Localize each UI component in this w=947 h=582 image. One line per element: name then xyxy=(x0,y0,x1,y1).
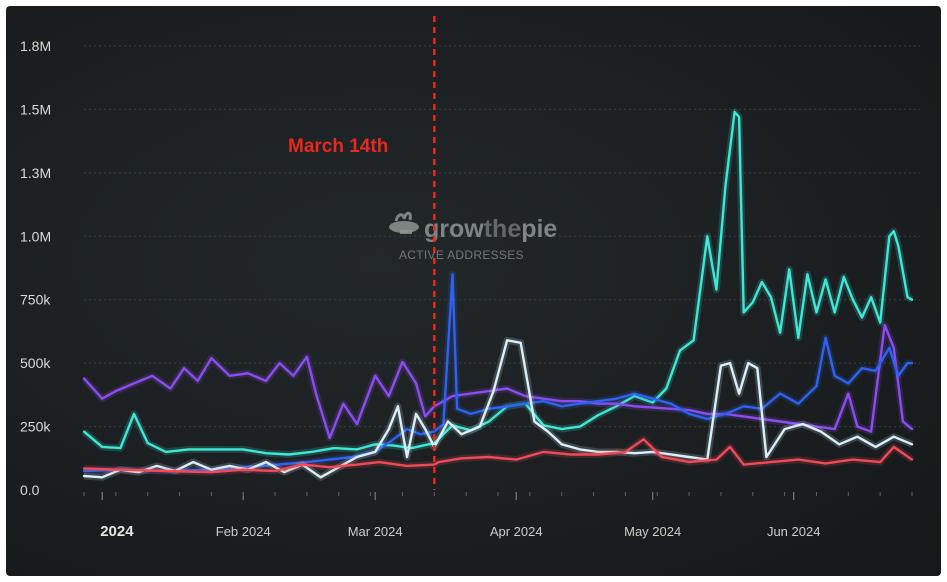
series-line-red xyxy=(82,438,914,474)
x-tick-label: May 2024 xyxy=(624,524,681,539)
y-tick-label: 250k xyxy=(20,419,51,435)
y-tick-label: 1.0M xyxy=(20,228,51,244)
y-tick-label: 1.5M xyxy=(20,101,51,117)
x-tick-label: Apr 2024 xyxy=(490,524,543,539)
x-axis: 2024 Feb 2024 Mar 2024 Apr 2024 May 2024 Jun … xyxy=(83,492,913,540)
y-tick-label: 1.8M xyxy=(20,38,51,54)
series-line-teal xyxy=(82,110,914,456)
x-tick-label: Mar 2024 xyxy=(348,524,403,539)
x-tick-label: Jun 2024 xyxy=(767,524,821,539)
pie-logo-icon xyxy=(389,211,419,234)
chart-frame: 0.0 250k 500k 750k 1.0M 1.3M 1.5M 1.8M 2024 Feb … xyxy=(6,6,941,576)
march-14-label: March 14th xyxy=(288,136,388,157)
line-chart: 0.0 250k 500k 750k 1.0M 1.3M 1.5M 1.8M 2024 Feb … xyxy=(20,16,920,540)
x-tick-label: 2024 xyxy=(100,523,134,540)
watermark-brand: growthepie xyxy=(424,215,557,243)
y-tick-label: 0.0 xyxy=(20,482,40,498)
series-line-blue xyxy=(82,273,914,473)
watermark: growthepie ACTIVE ADDRESSES xyxy=(389,211,557,262)
annotation: March 14th xyxy=(288,16,436,490)
y-tick-label: 500k xyxy=(20,355,51,371)
x-tick-label: Feb 2024 xyxy=(216,524,271,539)
grid xyxy=(84,45,920,428)
watermark-subtitle: ACTIVE ADDRESSES xyxy=(399,248,524,262)
y-axis: 0.0 250k 500k 750k 1.0M 1.3M 1.5M 1.8M xyxy=(20,38,51,498)
series-layer xyxy=(81,108,915,481)
y-tick-label: 750k xyxy=(20,292,51,308)
y-tick-label: 1.3M xyxy=(20,165,51,181)
